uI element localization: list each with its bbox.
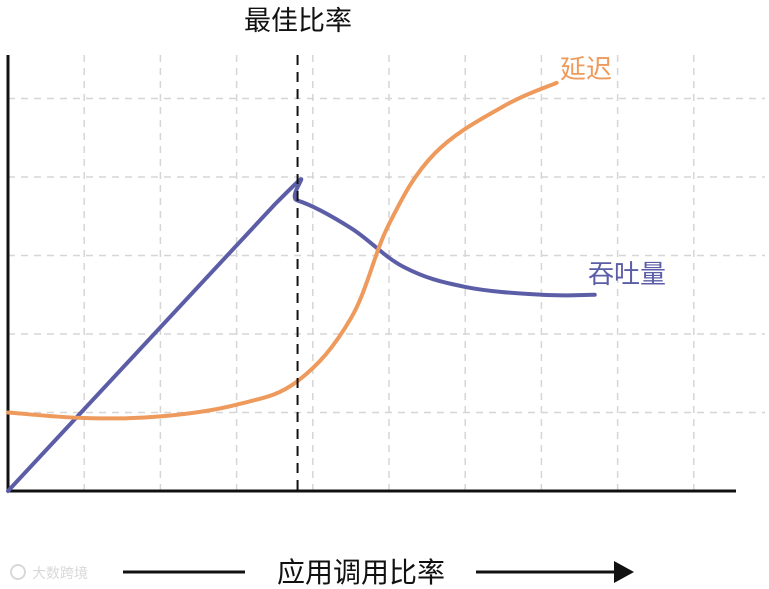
watermark-text: 大数跨境 — [32, 566, 88, 582]
axes — [6, 55, 736, 493]
annotation-label: 最佳比率 — [244, 6, 352, 37]
watermark: 大数跨境 — [10, 564, 88, 582]
x-axis-label: 应用调用比率 — [277, 556, 445, 589]
x-arrow-head-icon — [614, 561, 634, 583]
series-label-latency: 延迟 — [560, 55, 612, 85]
watermark-logo-icon — [10, 564, 26, 580]
series — [6, 80, 597, 493]
series-label-throughput: 吞吐量 — [588, 260, 666, 290]
series-line-throughput — [6, 177, 597, 493]
series-line-latency — [6, 80, 559, 421]
